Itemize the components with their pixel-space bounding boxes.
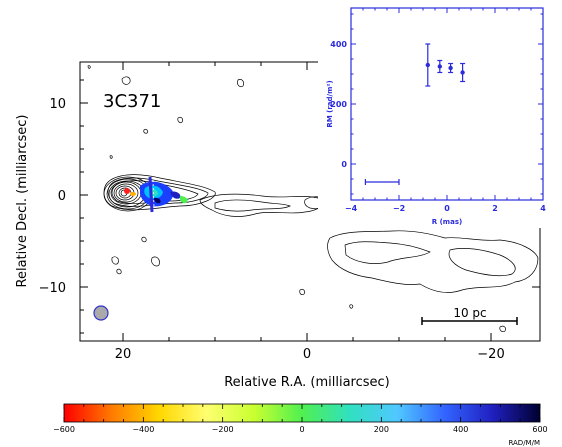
inset-y-tick-labels: 0 200 400 xyxy=(330,40,347,169)
inset-point xyxy=(437,64,442,69)
map-x-tick-labels: 20 0 −20 xyxy=(115,347,505,362)
colour-bar-tick-labels: −600 −400 −200 0 200 400 600 xyxy=(53,425,548,434)
rm-inset-panel: −4 −2 0 2 4 0 200 400 R (mas) RM (rad/m²… xyxy=(318,0,556,228)
inset-data-points xyxy=(425,43,466,87)
beam-ellipse xyxy=(93,305,109,321)
inset-xtick-3: 2 xyxy=(492,204,498,213)
inset-point xyxy=(448,65,453,71)
map-xtick-0: 20 xyxy=(115,347,132,362)
inset-xtick-0: −4 xyxy=(345,204,358,213)
inset-ytick-0: 0 xyxy=(341,160,347,169)
source-label: 3C371 xyxy=(103,91,161,112)
cbar-tick-6: 600 xyxy=(532,425,547,434)
map-x-axis-label: Relative R.A. (milliarcsec) xyxy=(224,375,390,390)
colour-bar: −600 −400 −200 0 200 400 600 RAD/M/M xyxy=(53,403,548,447)
map-ytick-1: 0 xyxy=(58,189,66,204)
map-ytick-0: 10 xyxy=(49,97,66,112)
cbar-tick-5: 400 xyxy=(453,425,468,434)
map-y-tick-labels: 10 0 −10 xyxy=(39,97,66,296)
slice-line xyxy=(148,176,154,213)
map-xtick-2: −20 xyxy=(477,347,504,362)
inset-ytick-2: 400 xyxy=(330,40,347,49)
inset-ticks xyxy=(350,8,544,200)
cbar-tick-3: 0 xyxy=(299,425,304,434)
inset-xtick-2: 0 xyxy=(444,204,450,213)
colour-bar-ticks xyxy=(63,404,541,422)
inset-x-axis-label: R (mas) xyxy=(432,218,462,226)
map-y-axis-label: Relative Decl. (milliarcsec) xyxy=(15,115,30,288)
contour-map-panel: 20 0 −20 10 0 −10 Relative R.A. (milliar… xyxy=(15,61,541,390)
inset-xtick-4: 4 xyxy=(540,204,546,213)
scale-bar: 10 pc xyxy=(421,306,518,325)
cbar-tick-1: −400 xyxy=(132,425,154,434)
map-ytick-2: −10 xyxy=(39,281,66,296)
map-xtick-1: 0 xyxy=(303,347,311,362)
inset-ytick-1: 200 xyxy=(330,100,347,109)
rm-colour-overlay xyxy=(124,176,188,213)
inset-point xyxy=(460,70,465,75)
scale-bar-label: 10 pc xyxy=(453,306,486,320)
cbar-tick-2: −200 xyxy=(212,425,234,434)
colour-bar-unit: RAD/M/M xyxy=(508,439,540,447)
inset-point xyxy=(425,62,430,68)
cbar-tick-0: −600 xyxy=(53,425,75,434)
inset-y-axis-label: RM (rad/m²) xyxy=(326,80,334,127)
cbar-tick-4: 200 xyxy=(374,425,389,434)
inset-xtick-1: −2 xyxy=(393,204,405,213)
inset-x-tick-labels: −4 −2 0 2 4 xyxy=(345,204,546,213)
